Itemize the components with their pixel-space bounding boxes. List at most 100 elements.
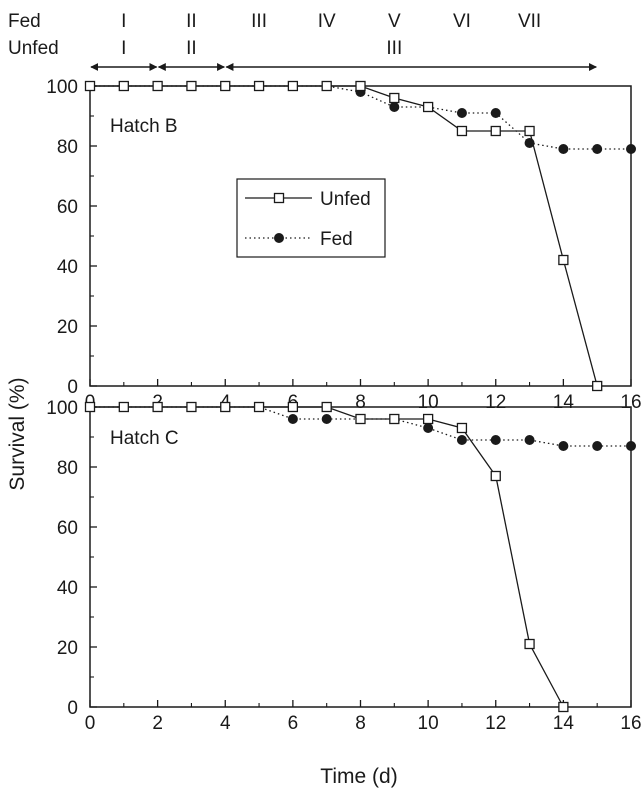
legend-unfed-label: Unfed	[320, 189, 371, 210]
hatch-c-x-tick-label: 12	[485, 713, 506, 734]
hatch-b-unfed-point	[558, 254, 569, 266]
hatch-c-unfed-point	[490, 470, 501, 482]
hatch-b-title: Hatch B	[110, 116, 178, 137]
hatch-c-unfed-point	[186, 401, 197, 413]
hatch-c-title: Hatch C	[110, 428, 179, 449]
fed-stage-label: IV	[318, 11, 336, 32]
hatch-c-unfed-point	[118, 401, 129, 413]
hatch-b-y-tick-label: 40	[57, 257, 78, 278]
hatch-b-y-tick-label: 0	[67, 377, 78, 398]
hatch-b-unfed-point	[389, 92, 400, 104]
hatch-c-fed-point	[558, 441, 569, 451]
hatch-b-unfed-point	[118, 80, 129, 92]
hatch-b-fed-point	[626, 144, 636, 154]
stage-header: Fed Unfed I II III IV V VI VII I II III	[8, 11, 597, 71]
hatch-b-unfed-point	[592, 380, 603, 392]
x-axis-title: Time (d)	[320, 765, 397, 788]
fed-stage-label: V	[388, 11, 401, 32]
legend-fed-marker	[274, 233, 284, 243]
hatch-b-y-tick-label: 80	[57, 137, 78, 158]
hatch-c-unfed-line	[90, 406, 564, 708]
hatch-c-unfed-point	[321, 401, 332, 413]
hatch-b-unfed-point	[524, 125, 535, 137]
hatch-c-unfed-point	[524, 638, 535, 650]
hatch-c-fed-point	[524, 435, 535, 445]
hatch-b-y-tick-label: 60	[57, 197, 78, 218]
unfed-stage-labels: I II III	[121, 38, 402, 59]
hatch-c-series	[84, 401, 636, 713]
hatch-b-x-tick-label: 14	[553, 392, 575, 413]
legend-unfed-marker	[273, 192, 285, 204]
hatch-b-unfed-point	[456, 125, 468, 137]
fed-stage-label: II	[186, 11, 197, 32]
hatch-c-x-tick-label: 14	[553, 713, 575, 734]
hatch-c-fed-point	[626, 441, 636, 451]
hatch-b-y-tick-label: 100	[46, 77, 78, 98]
hatch-b-y-ticks: 0 20 40 60 80 100	[46, 77, 97, 398]
hatch-b-fed-point	[592, 144, 603, 154]
hatch-c-y-tick-label: 40	[57, 578, 78, 599]
hatch-c-fed-point	[321, 414, 332, 424]
hatch-c-x-tick-label: 2	[152, 713, 163, 734]
hatch-b-unfed-point	[220, 80, 231, 92]
hatch-b-x-tick-label: 8	[355, 392, 366, 413]
hatch-c-x-tick-label: 6	[288, 713, 299, 734]
hatch-c-y-tick-label: 0	[67, 698, 78, 719]
hatch-c-x-ticks: 0 2 4 6 8 10 12 14 16	[85, 700, 641, 734]
hatch-c-plot-frame	[89, 406, 632, 708]
fed-stage-label: VII	[518, 11, 541, 32]
hatch-c-unfed-point	[287, 401, 299, 413]
hatch-b-x-tick-label: 12	[485, 392, 506, 413]
y-axis-title: Survival (%)	[6, 377, 29, 490]
hatch-c-unfed-point	[389, 413, 400, 425]
hatch-c-unfed-point	[152, 401, 163, 413]
legend-box	[236, 178, 386, 258]
hatch-b-unfed-point	[84, 80, 96, 92]
hatch-c-unfed-point	[422, 413, 434, 425]
fed-stage-label: VI	[453, 11, 471, 32]
fed-stage-label: I	[121, 11, 126, 32]
hatch-c-unfed-point	[253, 401, 265, 413]
hatch-b-unfed-point	[253, 80, 265, 92]
hatch-c-x-tick-label: 8	[355, 713, 366, 734]
fed-stage-labels: I II III IV V VI VII	[121, 11, 541, 32]
unfed-row-label: Unfed	[8, 38, 59, 59]
hatch-c-y-tick-label: 60	[57, 518, 78, 539]
hatch-b-unfed-point	[321, 80, 332, 92]
fed-row-label: Fed	[8, 11, 41, 32]
hatch-c-x-tick-label: 16	[620, 713, 641, 734]
hatch-c-fed-point	[423, 423, 434, 433]
hatch-b-fed-point	[490, 108, 501, 118]
hatch-c-unfed-point	[558, 701, 569, 713]
hatch-c-unfed-point	[355, 413, 366, 425]
hatch-b-fed-point	[456, 108, 467, 118]
hatch-c-fed-point	[490, 435, 501, 445]
hatch-c-panel: 0 20 40 60 80 100 0 2 4 6 8 10 12 14 16 Hatch C	[46, 398, 641, 734]
hatch-b-unfed-line	[90, 85, 598, 387]
hatch-b-unfed-point	[152, 80, 163, 92]
hatch-b-fed-point	[389, 102, 400, 112]
hatch-b-series	[84, 80, 636, 392]
hatch-b-unfed-point	[186, 80, 197, 92]
hatch-b-unfed-point	[422, 101, 434, 113]
hatch-b-unfed-point	[490, 125, 501, 137]
hatch-c-unfed-point	[456, 422, 468, 434]
unfed-stage-label: II	[186, 38, 197, 59]
hatch-b-unfed-point	[287, 80, 299, 92]
fed-stage-label: III	[251, 11, 267, 32]
hatch-b-unfed-point	[355, 80, 366, 92]
hatch-c-y-tick-label: 20	[57, 638, 78, 659]
hatch-c-x-tick-label: 4	[220, 713, 231, 734]
unfed-stage-label: III	[386, 38, 402, 59]
hatch-b-fed-point	[558, 144, 569, 154]
hatch-c-unfed-point	[220, 401, 231, 413]
hatch-c-x-tick-label: 10	[418, 713, 439, 734]
hatch-c-y-tick-label: 80	[57, 458, 78, 479]
hatch-c-fed-point	[287, 414, 298, 424]
hatch-b-x-tick-label: 10	[418, 392, 439, 413]
hatch-c-unfed-point	[84, 401, 96, 413]
legend-fed-label: Fed	[320, 229, 353, 250]
